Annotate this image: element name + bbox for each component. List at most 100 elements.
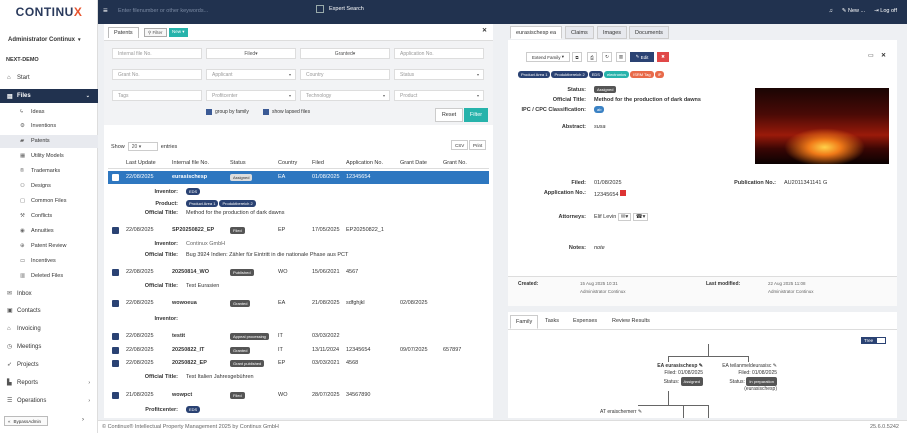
close-icon[interactable]: ✕ bbox=[481, 28, 487, 34]
edit-icon[interactable]: ✎ bbox=[637, 409, 643, 415]
granted-dropdown[interactable]: Granted ▾ bbox=[300, 48, 390, 59]
page-length-select[interactable]: 20 ▾ bbox=[127, 142, 158, 151]
filter-toggle-button[interactable]: ⚲ Filter bbox=[144, 28, 167, 37]
edit-icon[interactable] bbox=[112, 227, 119, 234]
edit-icon[interactable] bbox=[112, 269, 119, 276]
google-icon[interactable]: G bbox=[822, 180, 828, 186]
family-node-sub[interactable]: AT eraischemerr ✎ bbox=[600, 409, 642, 415]
copy-icon[interactable]: ⧉ bbox=[572, 52, 582, 62]
print-button[interactable]: Print bbox=[469, 140, 487, 150]
family-node-current[interactable]: EA eurasischesp ✎ Filed: 01/08/2025 Stat… bbox=[628, 363, 703, 386]
edit-icon[interactable] bbox=[112, 360, 119, 367]
nav-meetings[interactable]: ◷ Meetings bbox=[0, 340, 98, 353]
group-by-family-checkbox[interactable]: group by family bbox=[206, 109, 249, 115]
tab-file[interactable]: eurasischesp ea bbox=[510, 26, 563, 39]
application-no-input[interactable]: Application No. bbox=[394, 48, 484, 59]
col-application-no[interactable]: Application No. bbox=[346, 160, 383, 166]
global-search-input[interactable]: Enter filenumber or other keywords... bbox=[118, 8, 209, 14]
trash-icon[interactable]: ▥ bbox=[616, 52, 626, 62]
new-menu[interactable]: ✎ New ... bbox=[842, 8, 865, 14]
extend-family-button[interactable]: Extend Family ▾ bbox=[526, 52, 570, 62]
nav-patent-review[interactable]: ⊕ Patent Review bbox=[0, 240, 98, 253]
tab-images[interactable]: Images bbox=[597, 26, 628, 39]
attorney-name[interactable]: Elif Levin bbox=[594, 214, 617, 220]
logoff-button[interactable]: ⇥ Log off bbox=[874, 8, 897, 14]
email-icon[interactable]: ✉▾ bbox=[617, 213, 632, 221]
table-row[interactable]: 22/08/2025 testit Appeal processing IT 0… bbox=[108, 330, 489, 343]
reset-button[interactable]: Reset bbox=[435, 108, 463, 122]
col-filed[interactable]: Filed bbox=[312, 160, 324, 166]
applicant-select[interactable]: Applicant ▾ bbox=[206, 69, 296, 80]
nav-annuities[interactable]: ◉ Annuities bbox=[0, 225, 98, 238]
col-grant-no[interactable]: Grant No. bbox=[443, 160, 467, 166]
nav-start[interactable]: ⌂ Start bbox=[0, 71, 98, 84]
refresh-icon[interactable]: ↻ bbox=[602, 52, 612, 62]
close-icon[interactable]: ✕ bbox=[881, 53, 887, 59]
table-row[interactable]: 22/08/2025 20250814_WO Published WO 15/0… bbox=[108, 266, 489, 279]
col-last-update[interactable]: Last Update bbox=[126, 160, 156, 166]
grant-no-input[interactable]: Grant No. bbox=[112, 69, 202, 80]
show-lapsed-checkbox[interactable]: show lapsed files bbox=[263, 109, 310, 115]
nav-common-files[interactable]: ▢ Common Files bbox=[0, 195, 98, 208]
tab-family[interactable]: Family bbox=[510, 315, 539, 329]
col-internal-file-no[interactable]: Internal file No. bbox=[172, 160, 209, 166]
product-select[interactable]: Product ▾ bbox=[394, 90, 484, 101]
profitcenter-select[interactable]: Profitcenter ▾ bbox=[206, 90, 296, 101]
edit-button[interactable]: ✎ Edit bbox=[630, 52, 654, 62]
edit-icon[interactable] bbox=[112, 392, 119, 399]
table-row[interactable]: 22/08/2025 20250822_EP Grant published E… bbox=[108, 357, 489, 370]
table-row[interactable]: 21/08/2025 wowpct Filed WO 28/07/2025 34… bbox=[108, 389, 489, 402]
chevron-right-icon[interactable]: › bbox=[82, 417, 84, 423]
user-menu[interactable]: Administrator Continux ▾ bbox=[8, 37, 81, 43]
nav-files[interactable]: ▤ Files ⌄ bbox=[0, 89, 98, 103]
tab-claims[interactable]: Claims bbox=[565, 26, 594, 39]
nav-projects[interactable]: ➶ Projects bbox=[0, 358, 98, 371]
table-row[interactable]: 22/08/2025 20250822_IT Granted IT 13/11/… bbox=[108, 344, 489, 357]
edit-icon[interactable]: ✎ bbox=[698, 363, 703, 369]
apply-filter-button[interactable]: Filter bbox=[464, 108, 488, 122]
bell-icon[interactable]: ♫ bbox=[828, 8, 833, 14]
nav-inbox[interactable]: ✉ Inbox bbox=[0, 287, 98, 300]
nav-designs[interactable]: ⚇ Designs bbox=[0, 180, 98, 193]
nav-invoicing[interactable]: ⌂ Invoicing bbox=[0, 322, 98, 335]
country-input[interactable]: Country bbox=[300, 69, 390, 80]
csv-button[interactable]: CSV bbox=[451, 140, 469, 150]
table-row[interactable]: 22/08/2025 eurasischesp Assigned EA 01/0… bbox=[108, 171, 489, 184]
print-icon[interactable]: ⎙ bbox=[587, 52, 597, 62]
pdf-icon[interactable] bbox=[620, 190, 627, 196]
tags-input[interactable]: Tags bbox=[112, 90, 202, 101]
tab-patents[interactable]: Patents bbox=[108, 27, 139, 38]
nav-contacts[interactable]: ▣ Contacts bbox=[0, 304, 98, 317]
edit-icon[interactable] bbox=[112, 300, 119, 307]
delete-icon[interactable]: ✖ bbox=[657, 52, 669, 62]
table-row[interactable]: 22/08/2025 SP20250822_EP Filed EP 17/05/… bbox=[108, 224, 489, 237]
patent-drawing-image[interactable] bbox=[755, 88, 889, 164]
tab-documents[interactable]: Documents bbox=[629, 26, 669, 39]
logo[interactable]: CONTINU X bbox=[0, 0, 98, 24]
edit-icon[interactable] bbox=[112, 333, 119, 340]
bypass-admin-button[interactable]: «BypassAdmin bbox=[4, 416, 48, 426]
tab-review-results[interactable]: Review Results bbox=[612, 318, 650, 324]
technology-select[interactable]: Technology ▾ bbox=[300, 90, 390, 101]
internal-file-no-input[interactable]: Internal file No. bbox=[112, 48, 202, 59]
nav-ideas[interactable]: ϟ Ideas bbox=[0, 106, 98, 119]
window-icon[interactable]: ▭ bbox=[868, 53, 874, 59]
edit-icon[interactable] bbox=[112, 174, 119, 181]
col-country[interactable]: Country bbox=[278, 160, 298, 166]
nav-deleted-files[interactable]: ▥ Deleted Files bbox=[0, 270, 98, 283]
nav-inventions[interactable]: ⚙ Inventions bbox=[0, 120, 98, 133]
table-row[interactable]: 22/08/2025 wowoeua Granted EA 21/08/2025… bbox=[108, 297, 489, 310]
phone-icon[interactable]: ☎▾ bbox=[632, 213, 649, 221]
expert-search-toggle[interactable]: Expert Search bbox=[316, 5, 364, 13]
edit-icon[interactable] bbox=[112, 347, 119, 354]
nav-operations[interactable]: ☰ Operations › bbox=[0, 394, 98, 407]
col-status[interactable]: Status bbox=[230, 160, 246, 166]
new-patent-button[interactable]: New ▾ bbox=[169, 28, 188, 37]
nav-trademarks[interactable]: ® Trademarks bbox=[0, 165, 98, 178]
hamburger-icon[interactable]: ≡ bbox=[103, 6, 108, 15]
col-grant-date[interactable]: Grant Date bbox=[400, 160, 427, 166]
nav-utility-models[interactable]: ▦ Utility Models bbox=[0, 150, 98, 163]
nav-incentives[interactable]: ▭ Incentives bbox=[0, 255, 98, 268]
status-select[interactable]: Status ▾ bbox=[394, 69, 484, 80]
nav-patents[interactable]: ▰ Patents bbox=[0, 135, 98, 148]
